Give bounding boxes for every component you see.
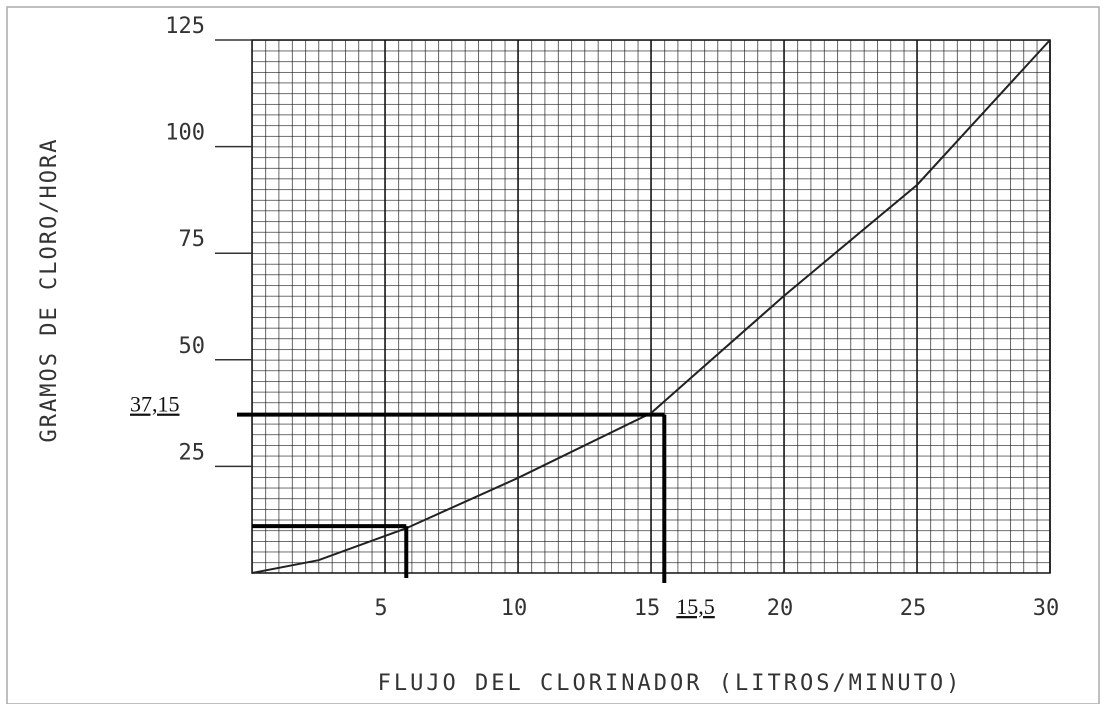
annotation: 37,15 bbox=[130, 392, 180, 417]
data-line bbox=[251, 39, 1051, 574]
y-tick-label: 50 bbox=[179, 334, 206, 359]
x-axis-label: FLUJO DEL CLORINADOR (LITROS/MINUTO) bbox=[378, 671, 963, 696]
x-tick-label: 30 bbox=[1033, 596, 1060, 621]
x-tick-label: 20 bbox=[767, 596, 794, 621]
x-tick-label: 15 bbox=[634, 596, 661, 621]
frame bbox=[6, 6, 1100, 704]
x-tick-label: 10 bbox=[501, 596, 528, 621]
annotation: 15,5 bbox=[676, 594, 715, 619]
y-tick-label: 25 bbox=[179, 440, 206, 465]
y-axis-label: GRAMOS DE CLORO/HORA bbox=[37, 138, 62, 443]
y-tick-label: 125 bbox=[165, 14, 205, 39]
y-tick-label: 75 bbox=[179, 227, 206, 252]
x-tick-label: 25 bbox=[900, 596, 927, 621]
y-tick-label: 100 bbox=[165, 121, 205, 146]
x-tick-label: 5 bbox=[374, 596, 387, 621]
